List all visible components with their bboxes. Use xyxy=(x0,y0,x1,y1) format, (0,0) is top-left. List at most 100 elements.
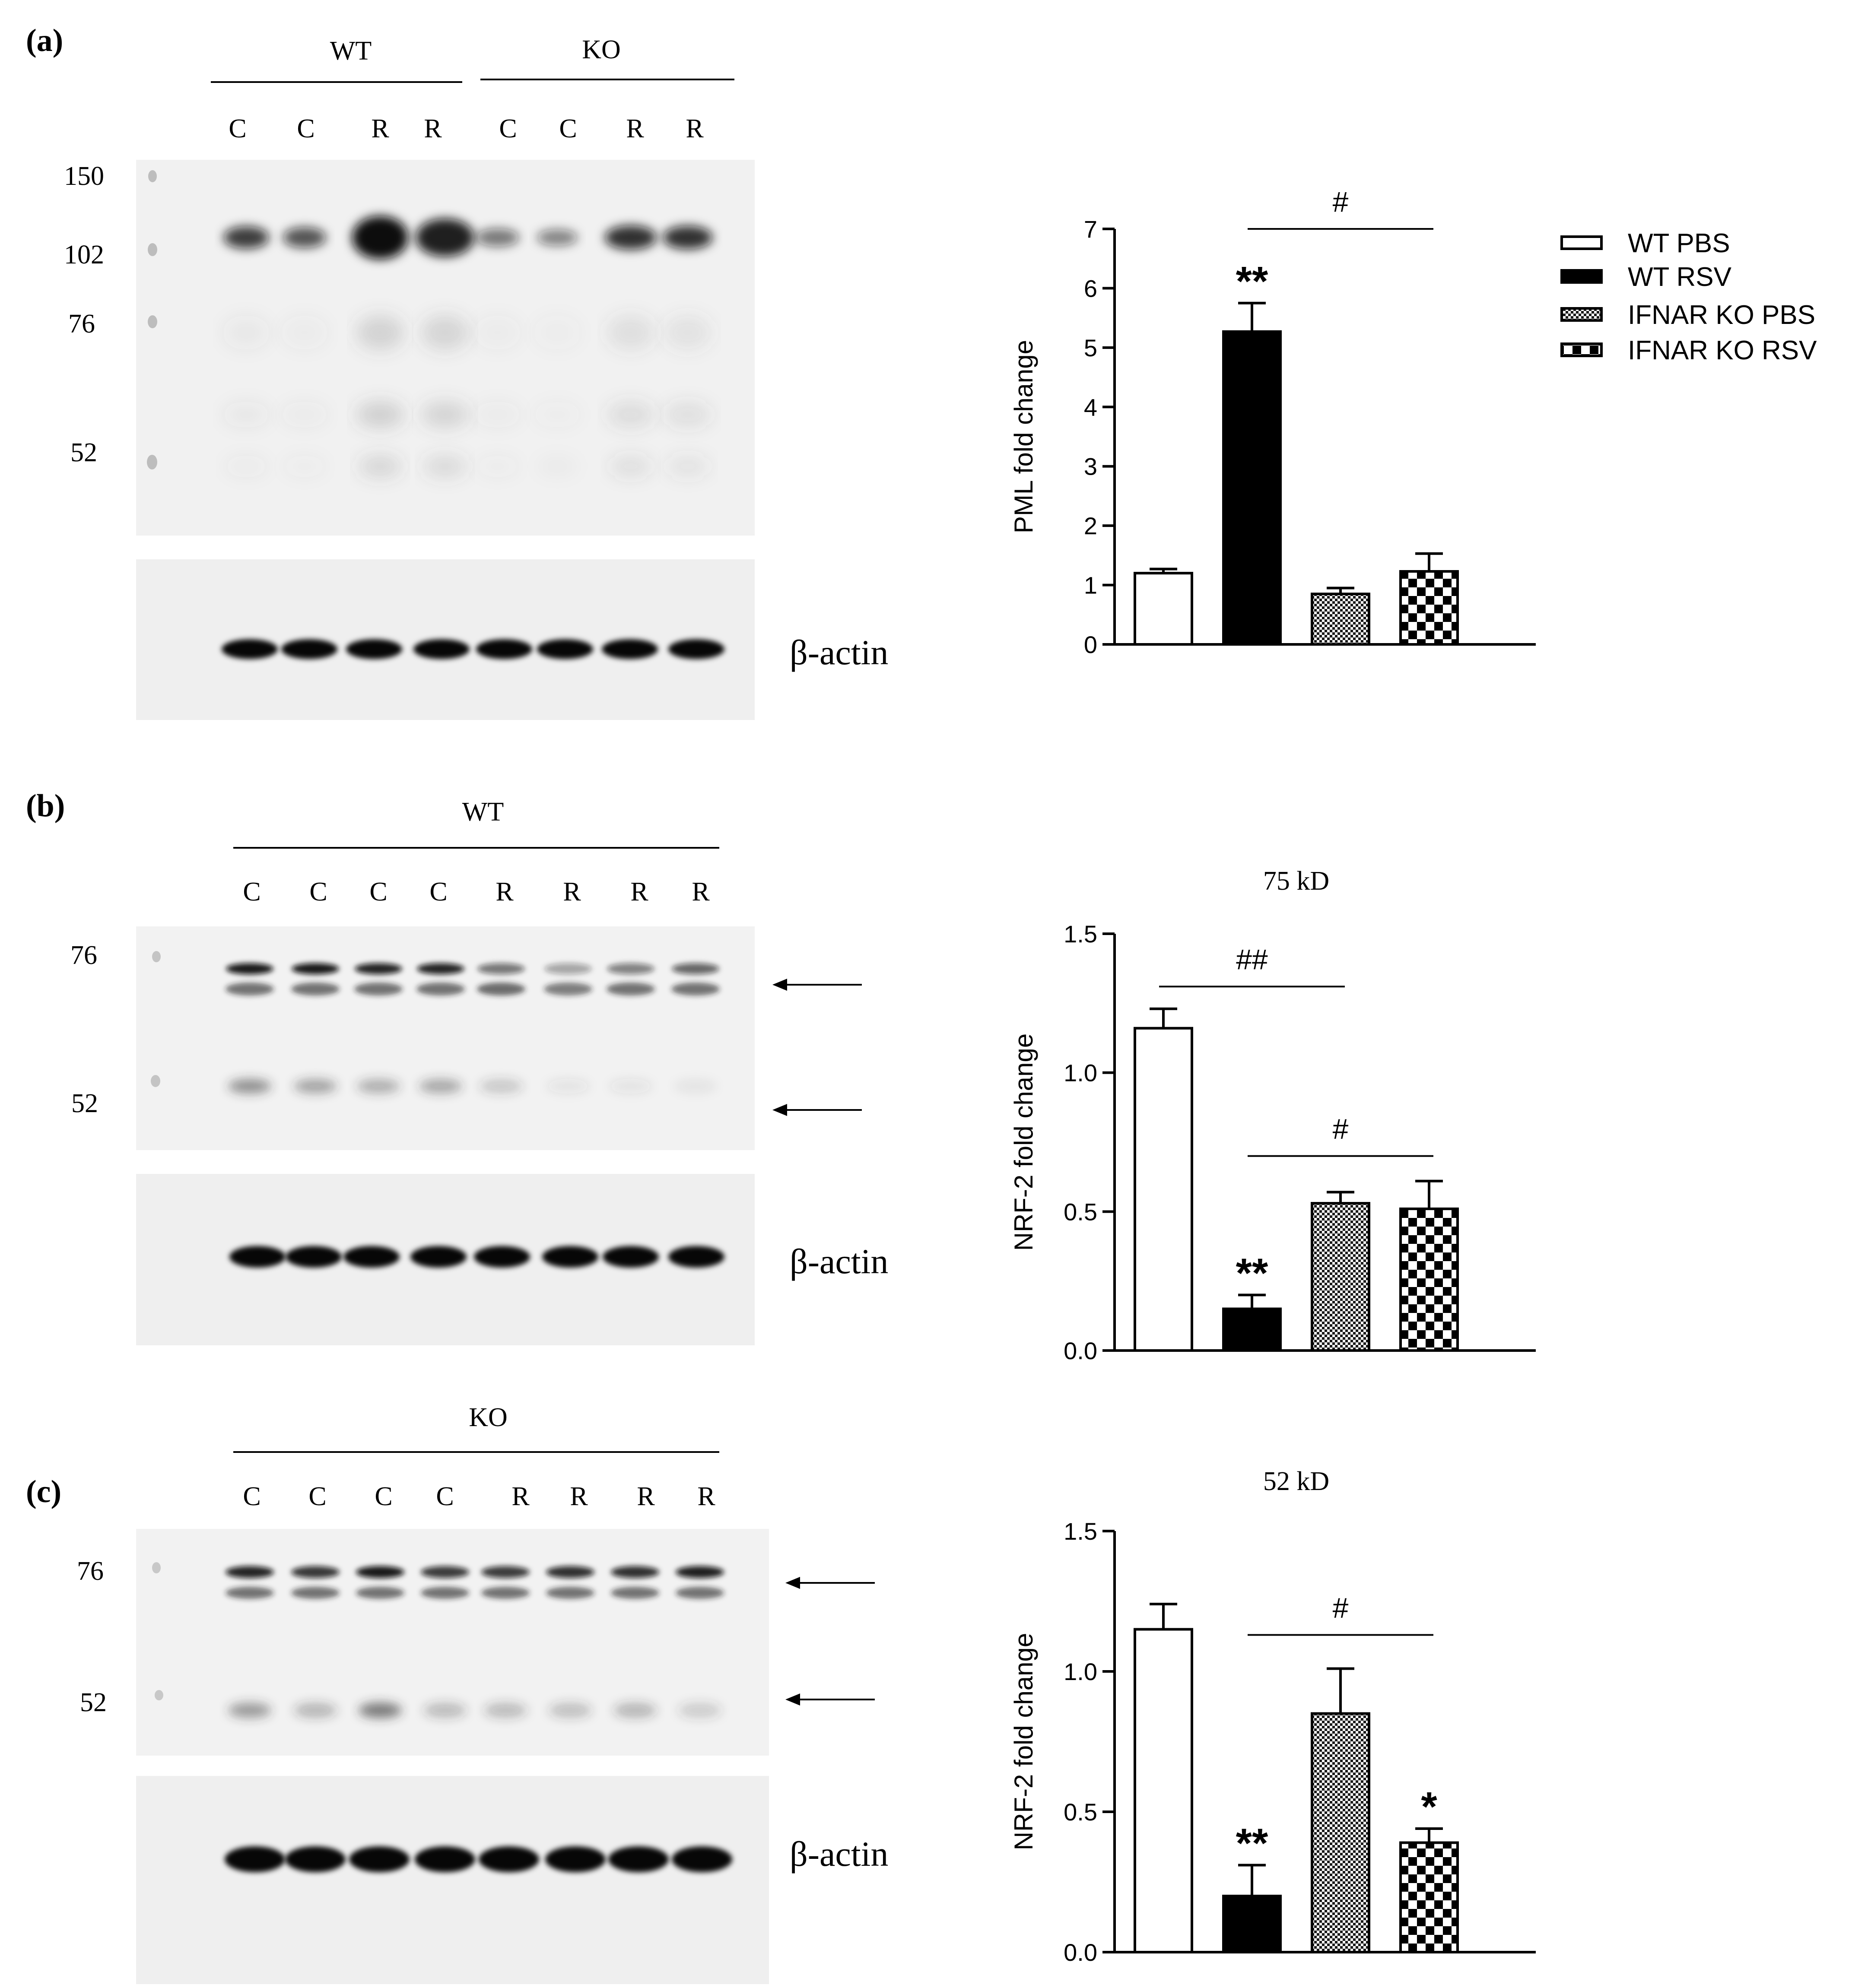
blot-band xyxy=(291,1587,340,1599)
nrf2-bands-b xyxy=(226,963,720,1094)
blot-band xyxy=(537,229,578,246)
blot-band xyxy=(294,1703,337,1718)
marker-76-c: 76 xyxy=(77,1557,104,1586)
blot-band xyxy=(416,219,474,257)
blot-a: WT KO C C R R C C R R 150 102 76 52 β-actin xyxy=(64,35,888,720)
blot-band xyxy=(415,1846,475,1872)
blot-band xyxy=(607,963,654,974)
blot-band xyxy=(474,315,521,350)
blot-membrane-nrf2-b xyxy=(136,926,755,1150)
blot-band xyxy=(534,402,581,428)
marker-76-b: 76 xyxy=(70,941,97,970)
arrowhead-52kd-b xyxy=(772,1104,787,1116)
blot-band xyxy=(226,1566,274,1578)
actin-bands-a xyxy=(222,639,724,659)
legend-swatch xyxy=(1560,307,1603,322)
blot-band xyxy=(602,639,658,659)
marker-150: 150 xyxy=(64,162,104,191)
y-tick-label: 1.0 xyxy=(1064,1059,1097,1087)
blot-band xyxy=(668,1246,724,1268)
blot-band xyxy=(291,1566,340,1578)
blot-band xyxy=(546,1079,590,1094)
blot-band xyxy=(222,639,278,659)
blot-band xyxy=(542,1246,598,1268)
blot-band xyxy=(607,315,654,350)
significance-label: * xyxy=(1421,1784,1437,1830)
blot-band xyxy=(356,315,404,350)
blot-band xyxy=(423,1703,467,1718)
lane-label: R xyxy=(563,877,581,907)
blot-band xyxy=(603,1246,659,1268)
blot-band xyxy=(608,1846,669,1872)
bar xyxy=(1222,1307,1282,1352)
blot-band xyxy=(484,1703,527,1718)
blot-band xyxy=(611,1566,659,1578)
blot-band xyxy=(423,456,467,477)
actin-label-b: β-actin xyxy=(790,1242,888,1281)
marker-76: 76 xyxy=(68,309,95,339)
y-tick-label: 7 xyxy=(1084,216,1097,243)
lane-label: R xyxy=(692,877,710,907)
blot-band xyxy=(611,1587,659,1599)
actin-label-c: β-actin xyxy=(790,1834,888,1874)
lane-label: R xyxy=(686,114,704,143)
bar xyxy=(1311,593,1370,646)
y-tick-label: 0 xyxy=(1084,631,1097,658)
lane-label: R xyxy=(630,877,648,907)
blot-band xyxy=(294,1079,337,1094)
y-axis-label: PML fold change xyxy=(1009,340,1038,533)
blot-band xyxy=(537,639,593,659)
blot-band xyxy=(225,1846,285,1872)
blot-band xyxy=(549,1703,592,1718)
y-tick-label: 1.5 xyxy=(1064,1518,1097,1545)
bar xyxy=(1399,1207,1459,1352)
blot-band xyxy=(349,1846,410,1872)
group-label-ko-c: KO xyxy=(469,1403,508,1432)
blot-band xyxy=(417,963,464,974)
chart-title: 75 kD xyxy=(1263,866,1329,896)
blot-band xyxy=(352,216,408,259)
blot-band xyxy=(544,963,592,974)
panel-label-a: (a) xyxy=(26,23,63,58)
blot-band xyxy=(346,639,402,659)
chart-pml: 0 1 2 3 4 5 6 7 PML fold change ** # xyxy=(1009,186,1536,658)
chart-title: 52 kD xyxy=(1263,1467,1329,1496)
pml-bands xyxy=(222,216,713,477)
blot-band xyxy=(413,639,470,659)
blot-band xyxy=(476,228,519,247)
blot-band xyxy=(666,456,709,477)
blot-band xyxy=(223,226,269,249)
bar xyxy=(1311,1202,1370,1352)
significance-label: ** xyxy=(1236,1820,1268,1867)
arrowhead-75kd-c xyxy=(785,1577,800,1589)
blot-band xyxy=(229,1246,286,1268)
actin-label-a: β-actin xyxy=(790,633,888,672)
lane-label: C xyxy=(229,114,246,143)
comparison-label: # xyxy=(1333,186,1349,218)
blot-band xyxy=(281,315,328,350)
blot-c: KO C C C C R R R R 76 52 β-actin xyxy=(77,1403,888,1984)
y-tick-label: 1.0 xyxy=(1064,1658,1097,1685)
legend-label: WT PBS xyxy=(1628,228,1730,258)
blot-band xyxy=(281,639,337,659)
blot-membrane-actin-c xyxy=(136,1776,769,1984)
group-label-ko: KO xyxy=(582,35,621,64)
lane-label: C xyxy=(375,1482,392,1511)
ladder-a xyxy=(147,170,157,469)
blot-band xyxy=(419,1079,462,1094)
lane-label: R xyxy=(697,1482,715,1511)
group-label-wt: WT xyxy=(330,36,372,66)
blot-band xyxy=(672,1846,732,1872)
lane-label: C xyxy=(308,1482,326,1511)
blot-band xyxy=(228,1703,271,1718)
blot-band xyxy=(354,983,403,996)
lane-label: C xyxy=(243,1482,260,1511)
blot-band xyxy=(605,225,657,250)
legend-swatch xyxy=(1560,269,1603,284)
legend-label: IFNAR KO RSV xyxy=(1628,336,1817,365)
marker-52-b: 52 xyxy=(71,1089,98,1118)
lane-label: R xyxy=(371,114,389,143)
blot-band xyxy=(292,963,339,974)
